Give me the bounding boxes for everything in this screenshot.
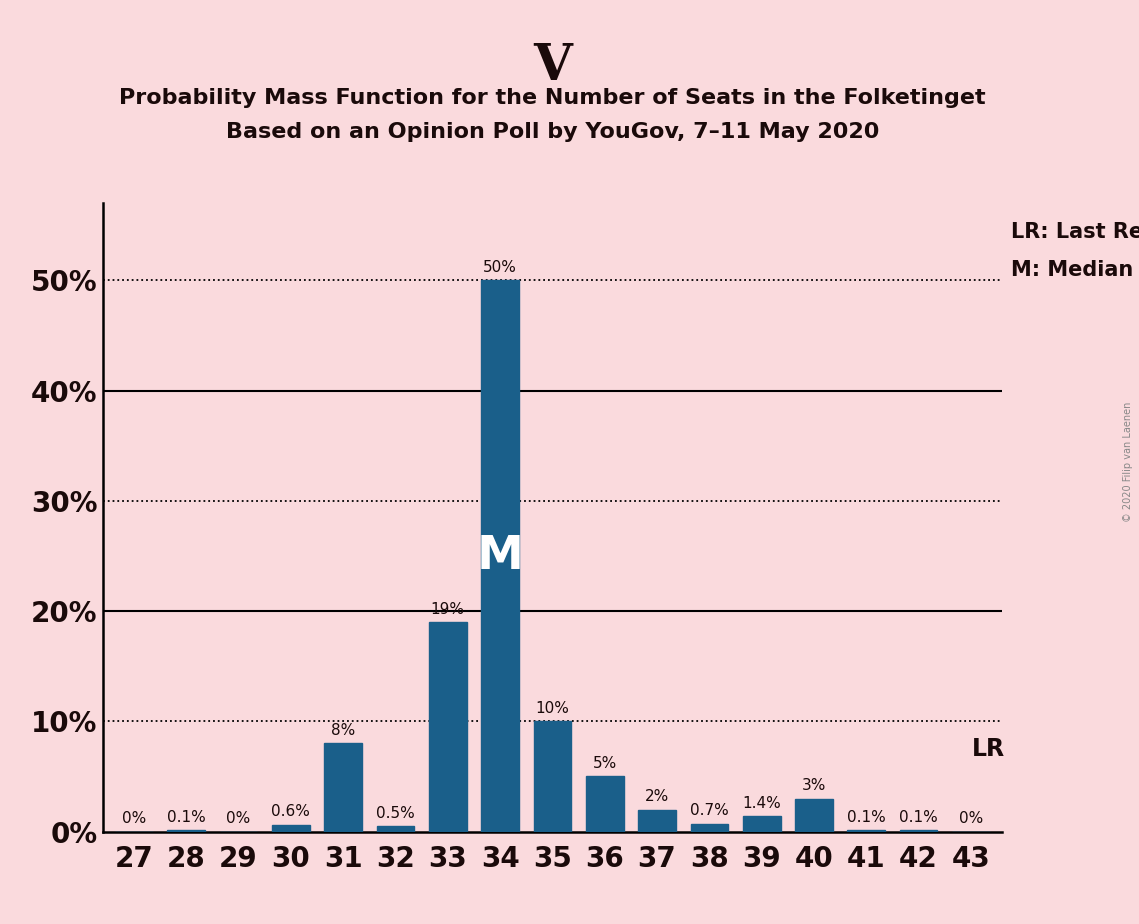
Bar [795, 798, 833, 832]
Text: 1.4%: 1.4% [743, 796, 781, 810]
Text: 3%: 3% [802, 778, 826, 793]
Text: 5%: 5% [592, 756, 617, 771]
Bar [325, 744, 362, 832]
Bar [167, 831, 205, 832]
Text: 10%: 10% [535, 701, 570, 716]
Text: 0.5%: 0.5% [376, 806, 415, 821]
Text: 0.1%: 0.1% [900, 810, 939, 825]
Text: 19%: 19% [431, 602, 465, 616]
Bar [585, 776, 623, 832]
Bar [743, 816, 780, 832]
Text: Based on an Opinion Poll by YouGov, 7–11 May 2020: Based on an Opinion Poll by YouGov, 7–11… [226, 122, 879, 142]
Bar [638, 809, 675, 832]
Text: 0%: 0% [959, 811, 983, 826]
Text: © 2020 Filip van Laenen: © 2020 Filip van Laenen [1123, 402, 1133, 522]
Text: 0%: 0% [227, 811, 251, 826]
Bar [900, 831, 937, 832]
Bar [533, 722, 572, 832]
Bar [847, 831, 885, 832]
Text: Probability Mass Function for the Number of Seats in the Folketinget: Probability Mass Function for the Number… [120, 88, 985, 108]
Text: 2%: 2% [645, 789, 670, 804]
Text: M: M [476, 533, 524, 578]
Text: 0.1%: 0.1% [166, 810, 205, 825]
Text: 8%: 8% [331, 723, 355, 738]
Bar [482, 281, 519, 832]
Text: 0.1%: 0.1% [847, 810, 886, 825]
Text: V: V [533, 42, 572, 91]
Bar [272, 825, 310, 832]
Text: LR: LR [972, 737, 1005, 761]
Bar [377, 826, 415, 832]
Text: 50%: 50% [483, 260, 517, 275]
Bar [429, 622, 467, 832]
Text: 0%: 0% [122, 811, 146, 826]
Text: 0.7%: 0.7% [690, 803, 729, 819]
Bar [690, 824, 728, 832]
Text: M: Median: M: Median [1011, 260, 1133, 280]
Text: 0.6%: 0.6% [271, 805, 310, 820]
Text: LR: Last Result: LR: Last Result [1011, 222, 1139, 242]
